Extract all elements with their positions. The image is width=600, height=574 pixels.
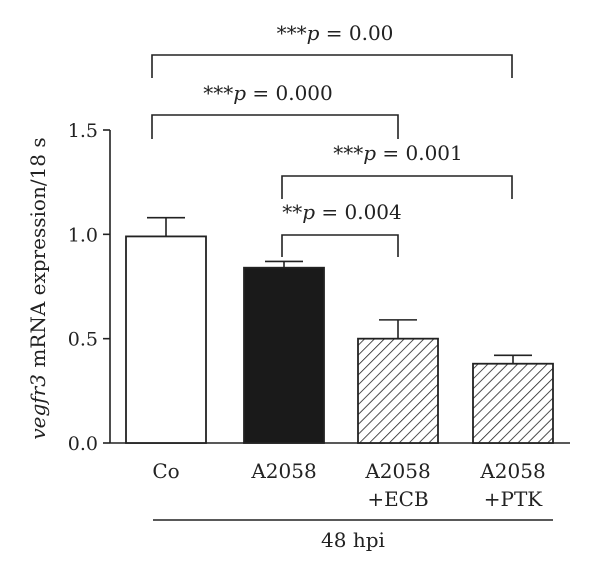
significance-stars: ** xyxy=(282,200,302,224)
bars xyxy=(125,216,554,444)
p-symbol: p xyxy=(302,200,315,224)
significance-label-0: ***p = 0.00 xyxy=(277,21,394,45)
p-value: = 0.004 xyxy=(315,200,402,224)
y-axis-label-gene: vegfr3 xyxy=(26,374,50,440)
category-label-1: A2058 xyxy=(250,459,316,483)
p-symbol: p xyxy=(363,141,376,165)
labels: vegfr3 mRNA expression/18 s Co A2058 A2058 +… xyxy=(26,137,553,552)
bar-0 xyxy=(125,235,207,444)
bar-2 xyxy=(357,337,439,444)
significance-stars: *** xyxy=(333,141,363,165)
category-label-line2-3: +PTK xyxy=(484,487,544,511)
p-value: = 0.000 xyxy=(246,81,333,105)
y-axis-label: vegfr3 mRNA expression/18 s xyxy=(26,137,50,439)
significance-stars: *** xyxy=(277,21,307,45)
category-label-2: A2058 xyxy=(364,459,430,483)
y-tick-label: 1.5 xyxy=(68,120,98,142)
p-value: = 0.001 xyxy=(376,141,463,165)
bar-3 xyxy=(472,362,554,444)
significance-brackets: ***p = 0.00***p = 0.000***p = 0.001**p =… xyxy=(151,21,513,257)
significance-label-3: **p = 0.004 xyxy=(282,200,402,224)
y-tick-label: 1.0 xyxy=(68,224,98,246)
category-label-3: A2058 xyxy=(479,459,545,483)
p-value: = 0.00 xyxy=(319,21,393,45)
y-tick-label: 0.5 xyxy=(68,329,98,351)
group-label: 48 hpi xyxy=(321,528,385,552)
bracket-0 xyxy=(151,54,513,78)
significance-label-1: ***p = 0.000 xyxy=(203,81,333,105)
bracket-3 xyxy=(281,234,399,257)
y-tick-label: 0.0 xyxy=(68,433,98,455)
p-symbol: p xyxy=(233,81,246,105)
category-label-line2-2: +ECB xyxy=(367,487,428,511)
significance-stars: *** xyxy=(203,81,233,105)
bar-1 xyxy=(243,266,325,444)
p-symbol: p xyxy=(307,21,320,45)
significance-label-2: ***p = 0.001 xyxy=(333,141,463,165)
category-label-0: Co xyxy=(152,459,179,483)
bracket-2 xyxy=(281,175,513,199)
y-axis-label-rest: mRNA expression/18 s xyxy=(26,137,50,374)
bracket-1 xyxy=(151,114,399,139)
